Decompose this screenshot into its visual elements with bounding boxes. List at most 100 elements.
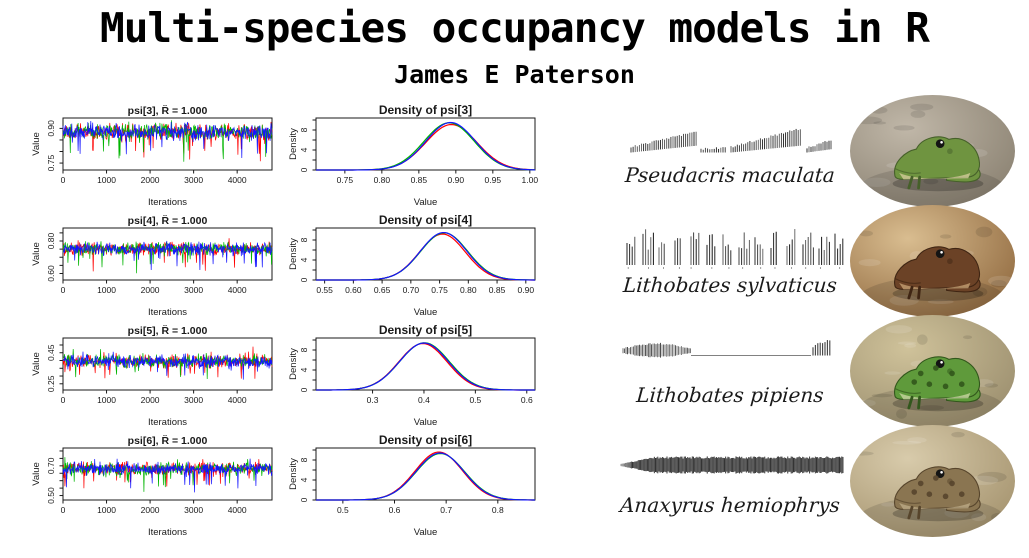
trace-chain <box>62 120 273 159</box>
x-axis-label: Value <box>414 417 438 428</box>
species-name: Anaxyrus hemiophrys <box>619 493 841 517</box>
density-curve <box>316 232 536 281</box>
frog-figure <box>892 356 984 412</box>
plot-title: Density of psi[4] <box>379 215 472 227</box>
photo-texture <box>858 230 874 237</box>
y-tick-label: 0.25 <box>46 375 56 392</box>
photo-texture <box>984 383 999 388</box>
x-tick-label: 0.85 <box>411 175 428 185</box>
trace-chain <box>62 458 273 493</box>
photo-texture <box>977 471 1007 483</box>
x-tick-label: 4000 <box>228 395 247 405</box>
x-tick-label: 2000 <box>141 285 160 295</box>
frog-spot <box>933 365 939 371</box>
photo-texture <box>988 275 1015 287</box>
frog-figure <box>892 246 984 302</box>
x-tick-label: 0.6 <box>521 395 533 405</box>
x-tick-label: 0.80 <box>460 285 477 295</box>
frog-spot <box>958 381 965 388</box>
plot-title: Density of psi[3] <box>379 105 472 117</box>
x-tick-label: 2000 <box>141 395 160 405</box>
plot-box <box>315 447 536 501</box>
species-photo <box>850 95 1015 207</box>
density-curve <box>316 342 535 391</box>
x-tick-label: 4000 <box>228 175 247 185</box>
page-title: Multi-species occupancy models in R <box>100 4 930 52</box>
plot-box <box>315 117 536 171</box>
photo-texture <box>904 343 917 348</box>
x-tick-label: 1000 <box>97 285 116 295</box>
photo-texture <box>873 121 887 125</box>
plot-row-psi3: psi[3], R̂ = 1.000 0 1000 2000 3000 4000 Itera… <box>0 105 560 215</box>
frog-body <box>894 246 981 290</box>
photo-texture <box>871 393 893 398</box>
x-tick-label: 0.6 <box>389 505 401 515</box>
trace-chain <box>62 240 273 271</box>
x-tick-label: 0.3 <box>367 395 379 405</box>
frog-spot <box>917 480 924 487</box>
frog-mouth <box>894 388 921 394</box>
call-waveform-icon <box>626 229 844 269</box>
photo-texture <box>939 234 952 239</box>
y-axis-label: Density <box>288 348 299 380</box>
frog-eye-glint <box>940 250 943 254</box>
x-tick-label: 0.5 <box>469 395 481 405</box>
x-tick-label: 3000 <box>184 175 203 185</box>
x-tick-label: 0.60 <box>345 285 362 295</box>
x-axis-label: Iterations <box>148 307 187 318</box>
density-curve <box>316 342 535 391</box>
x-tick-label: 3000 <box>184 285 203 295</box>
frog-spot <box>942 493 949 500</box>
y-axis-label: Value <box>31 352 42 376</box>
x-tick-label: 0.8 <box>492 505 504 515</box>
x-axis-label: Value <box>414 307 438 318</box>
species-row-pseudacris-maculata: Pseudacris maculata <box>600 95 1029 225</box>
photo-texture <box>910 110 926 118</box>
photo-texture <box>863 177 891 187</box>
y-axis-label: Value <box>31 132 42 156</box>
photo-texture <box>897 341 917 345</box>
frog-belly <box>899 392 971 400</box>
y-tick-label: 0 <box>299 497 309 502</box>
photo-texture <box>971 513 987 522</box>
frog-spot <box>911 379 918 385</box>
density-curve <box>316 233 536 281</box>
y-tick-label: 0 <box>299 387 309 392</box>
density-plot-psi4: Density of psi[4] 0.55 0.60 0.65 0.70 0.75 0.8… <box>288 215 536 318</box>
frog-spot <box>949 480 955 487</box>
plot-row-psi6: psi[6], R̂ = 1.000 0 1000 2000 3000 4000 Itera… <box>0 435 560 545</box>
y-tick-label: 0.50 <box>46 487 56 504</box>
frog-belly <box>899 502 971 510</box>
photo-texture <box>850 451 874 456</box>
photo-texture <box>855 187 867 198</box>
photo-texture <box>881 502 895 507</box>
x-tick-label: 0.7 <box>440 505 452 515</box>
frog-spot <box>942 383 949 390</box>
density-curve <box>316 452 536 501</box>
photo-texture <box>963 335 973 340</box>
species-row-anaxyrus-hemiophrys: Anaxyrus hemiophrys <box>600 425 1029 555</box>
frog-figure <box>892 466 984 522</box>
frog-front-legs <box>907 285 922 300</box>
frog-spot <box>926 381 933 388</box>
plot-title: psi[3], R̂ = 1.000 <box>128 105 208 117</box>
density-plot-psi5: Density of psi[5] 0.3 0.4 0.5 0.6 Value 0 4 8Den… <box>288 325 536 428</box>
y-tick-label: 4 <box>299 147 309 152</box>
x-tick-label: 4000 <box>228 505 247 515</box>
frog-mouth <box>894 498 921 504</box>
x-axis-label: Iterations <box>148 527 187 538</box>
x-tick-label: 0.90 <box>448 175 465 185</box>
x-tick-label: 0.4 <box>418 395 430 405</box>
y-axis-label: Density <box>288 238 299 270</box>
density-curve <box>316 123 536 171</box>
species-photo <box>850 315 1015 427</box>
x-axis-label: Iterations <box>148 417 187 428</box>
photo-texture <box>975 226 993 238</box>
frog-mouth <box>894 168 921 174</box>
x-tick-label: 0.75 <box>337 175 354 185</box>
frog-spot <box>933 475 939 481</box>
plot-row-psi4: psi[4], R̂ = 1.000 0 1000 2000 3000 4000 Itera… <box>0 215 560 325</box>
trace-plot-psi3: psi[3], R̂ = 1.000 0 1000 2000 3000 4000 Itera… <box>31 105 273 208</box>
density-curve <box>316 121 536 171</box>
